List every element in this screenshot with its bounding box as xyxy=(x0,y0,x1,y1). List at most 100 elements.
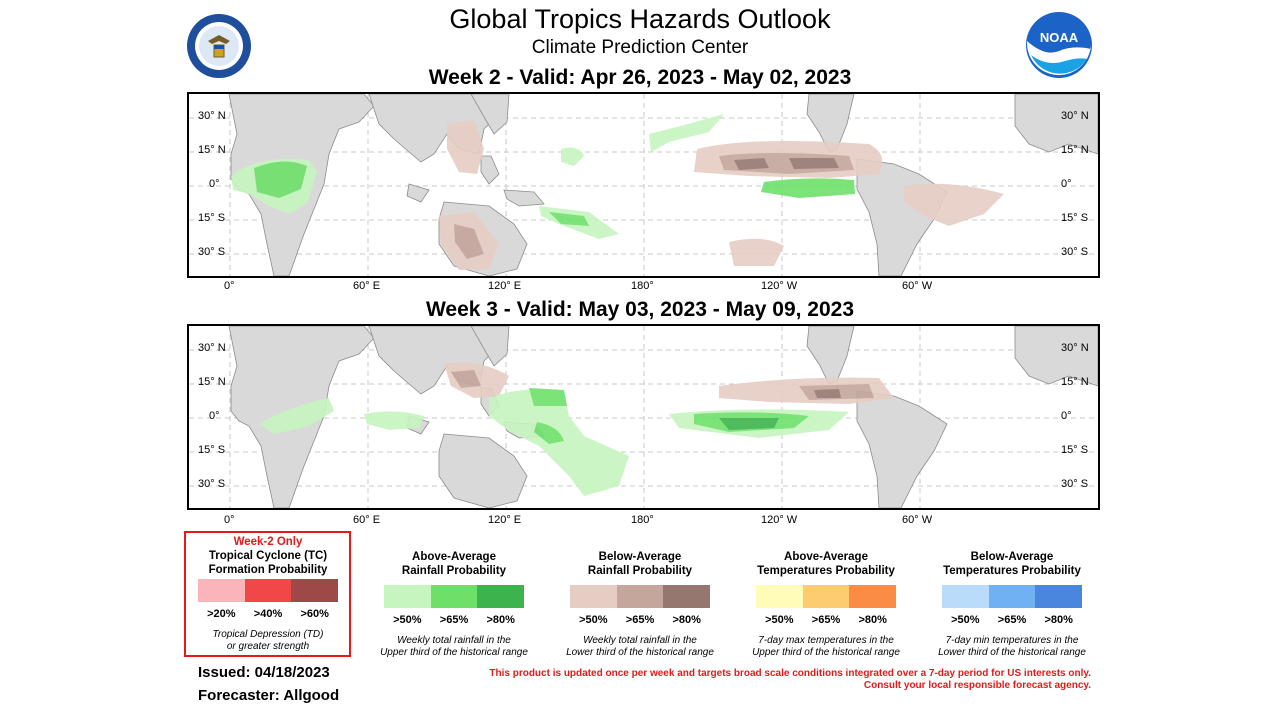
w3-lon-120e: 120° E xyxy=(488,514,522,526)
week2-title: Week 2 - Valid: Apr 26, 2023 - May 02, 2… xyxy=(428,66,852,89)
rain-below-swatch-50 xyxy=(570,585,617,608)
rain-below-ticks: >50% >65% >80% xyxy=(570,614,710,626)
issued-date: Issued: 04/18/2023 xyxy=(198,664,330,681)
w3-lat-left-15n: 15° N xyxy=(198,376,226,388)
w2-lat-left-15n: 15° N xyxy=(198,144,226,156)
w3-lon-60e: 60° E xyxy=(353,514,381,526)
w2-lon-180: 180° xyxy=(631,280,654,292)
temp-below-tick-65: >65% xyxy=(997,614,1027,626)
rain-above-note-1: Weekly total rainfall in the xyxy=(397,635,511,646)
w2-lon-120w: 120° W xyxy=(761,280,798,292)
rain-below-note-1: Weekly total rainfall in the xyxy=(583,635,697,646)
w3-lat-left-15s: 15° S xyxy=(198,444,226,456)
rain-below-title-2: Rainfall Probability xyxy=(587,565,693,577)
tc-tick-40: >40% xyxy=(253,608,283,620)
tc-legend: Week-2 Only Tropical Cyclone (TC) Format… xyxy=(193,535,343,653)
rain-below-swatch-80 xyxy=(663,585,711,608)
rain-above-title-2: Rainfall Probability xyxy=(401,565,507,577)
temp-below-tick-80: >80% xyxy=(1044,614,1073,626)
tc-legend-border xyxy=(184,531,351,657)
tc-legend-ticks: >20% >40% >60% xyxy=(198,608,338,620)
tc-swatch-20 xyxy=(198,579,245,602)
w2-lat-left-15s: 15° S xyxy=(198,212,226,224)
w2-lat-left-30s: 30° S xyxy=(198,246,226,258)
tc-tick-60: >60% xyxy=(300,608,329,620)
temp-above-tick-80: >80% xyxy=(858,614,887,626)
w3-lat-right-30s: 30° S xyxy=(1061,478,1089,490)
temp-below-swatches xyxy=(942,585,1083,608)
w3-lon-0: 0° xyxy=(224,514,235,526)
temp-below-title-2: Temperatures Probability xyxy=(943,565,1081,577)
page-title: Global Tropics Hazards Outlook xyxy=(449,4,831,34)
rain-below-note-2: Lower third of the historical range xyxy=(566,647,714,658)
temp-below-legend: Below-Average Temperatures Probability >… xyxy=(937,550,1087,659)
rain-above-tick-65: >65% xyxy=(439,614,469,626)
w3-lat-right-30n: 30° N xyxy=(1061,342,1089,354)
noaa-logo: NOAA xyxy=(1025,11,1093,84)
temp-above-note-1: 7-day max temperatures in the xyxy=(758,635,894,646)
rain-below-legend: Below-Average Rainfall Probability >50% … xyxy=(565,550,715,659)
w2-lat-left-30n: 30° N xyxy=(198,110,226,122)
rain-above-swatch-50 xyxy=(384,585,431,608)
rain-above-tick-50: >50% xyxy=(393,614,422,626)
tc-legend-tag: Week-2 Only xyxy=(233,536,303,548)
w2-lat-right-15n: 15° N xyxy=(1061,144,1089,156)
temp-below-tick-50: >50% xyxy=(951,614,980,626)
rain-above-title-1: Above-Average xyxy=(412,551,496,563)
temp-above-swatch-80 xyxy=(849,585,897,608)
rain-above-ticks: >50% >65% >80% xyxy=(384,614,524,626)
tc-legend-title-2: Formation Probability xyxy=(208,564,328,576)
temp-above-swatch-50 xyxy=(756,585,803,608)
temp-below-note-2: Lower third of the historical range xyxy=(938,647,1086,658)
page-subtitle: Climate Prediction Center xyxy=(531,37,749,58)
temp-above-title-1: Above-Average xyxy=(784,551,868,563)
w2-lat-right-0: 0° xyxy=(1061,178,1072,190)
w3-lon-120w: 120° W xyxy=(761,514,798,526)
forecaster: Forecaster: Allgood xyxy=(198,687,340,704)
w3-lat-left-0: 0° xyxy=(209,410,220,422)
temp-below-swatch-50 xyxy=(942,585,989,608)
tc-legend-note-2: or greater strength xyxy=(226,641,310,652)
w2-lon-0: 0° xyxy=(224,280,235,292)
rain-above-swatch-80 xyxy=(477,585,525,608)
w2-lat-right-30n: 30° N xyxy=(1061,110,1089,122)
temp-above-tick-50: >50% xyxy=(765,614,794,626)
w3-lat-left-30s: 30° S xyxy=(198,478,226,490)
w3-lat-right-15s: 15° S xyxy=(1061,444,1089,456)
rain-below-tick-65: >65% xyxy=(625,614,655,626)
week3-title: Week 3 - Valid: May 03, 2023 - May 09, 2… xyxy=(425,298,855,321)
w2-lat-right-30s: 30° S xyxy=(1061,246,1089,258)
temp-below-swatch-65 xyxy=(988,585,1036,608)
disclaimer-line-2: Consult your local responsible forecast … xyxy=(863,680,1091,691)
w3-lon-180: 180° xyxy=(631,514,654,526)
tc-tick-20: >20% xyxy=(207,608,236,620)
rain-below-tick-50: >50% xyxy=(579,614,608,626)
rain-above-tick-80: >80% xyxy=(486,614,515,626)
week2-map xyxy=(187,92,1100,278)
rain-above-legend: Above-Average Rainfall Probability >50% … xyxy=(379,550,529,659)
temp-below-ticks: >50% >65% >80% xyxy=(942,614,1082,626)
rain-below-title-1: Below-Average xyxy=(598,551,682,563)
temp-above-legend: Above-Average Temperatures Probability >… xyxy=(751,550,901,659)
temp-above-swatch-65 xyxy=(802,585,850,608)
rain-above-swatches xyxy=(384,585,525,608)
tc-legend-swatches xyxy=(198,579,339,602)
w2-lat-right-15s: 15° S xyxy=(1061,212,1089,224)
w2-lat-left-0: 0° xyxy=(209,178,220,190)
rain-below-swatches xyxy=(570,585,711,608)
w2-lon-60e: 60° E xyxy=(353,280,381,292)
tc-swatch-40 xyxy=(244,579,292,602)
w2-lon-120e: 120° E xyxy=(488,280,522,292)
w3-lat-right-0: 0° xyxy=(1061,410,1072,422)
temp-below-note-1: 7-day min temperatures in the xyxy=(945,635,1079,646)
temp-above-swatches xyxy=(756,585,897,608)
rain-below-tick-80: >80% xyxy=(672,614,701,626)
rain-above-swatch-65 xyxy=(430,585,478,608)
rain-above-note-2: Upper third of the historical range xyxy=(380,647,528,658)
tc-legend-title-1: Tropical Cyclone (TC) xyxy=(208,550,328,562)
w3-lon-60w: 60° W xyxy=(902,514,933,526)
w2-lon-60w: 60° W xyxy=(902,280,933,292)
rain-below-swatch-65 xyxy=(616,585,664,608)
week3-map xyxy=(187,324,1100,510)
temp-below-title-1: Below-Average xyxy=(970,551,1054,563)
